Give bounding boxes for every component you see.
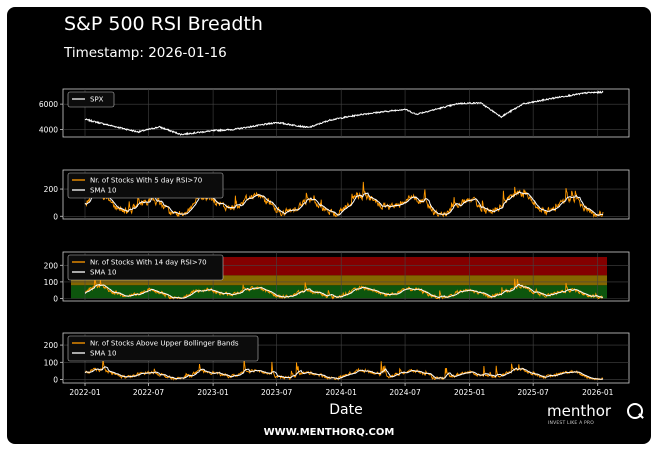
x-tick-label: 2025-01: [454, 388, 486, 397]
y-tick-label: 100: [44, 278, 59, 287]
legend-label: Nr. of Stocks With 14 day RSI>70: [90, 259, 207, 267]
x-tick-label: 2026-01: [582, 388, 614, 397]
x-tick-label: 2024-01: [326, 388, 358, 397]
legend: Nr. of Stocks With 14 day RSI>70 SMA 10: [67, 254, 224, 281]
legend-box: [67, 172, 224, 199]
x-axis-label: Date: [329, 402, 362, 418]
y-tick-label: 0: [53, 212, 58, 221]
series-line-0: [84, 90, 604, 136]
x-tick-label: 2022-01: [69, 388, 101, 397]
y-tick-label: 200: [44, 261, 59, 270]
zone-yellow: [71, 275, 607, 286]
legend: Nr. of Stocks With 5 day RSI>70 SMA 10: [67, 172, 224, 199]
logo-wordmark: menthor: [547, 402, 612, 420]
legend: Nr. of Stocks Above Upper Bollinger Band…: [67, 335, 259, 362]
legend: SPX: [67, 91, 115, 108]
legend-label: SMA 10: [90, 269, 116, 277]
x-tick-label: 2023-01: [197, 388, 229, 397]
panel-spx: 4000 6000 SPX: [39, 88, 630, 138]
series-line-1: [84, 366, 604, 380]
y-tick-label: 0: [53, 376, 58, 385]
panel-frame: [62, 332, 630, 384]
x-axis: 2022-01 2022-07 2023-01 2023-07 2024-01 2024-…: [69, 383, 614, 418]
x-tick-label: 2023-07: [261, 388, 293, 397]
legend-box: [67, 91, 115, 108]
series-line-0: [84, 278, 603, 300]
y-tick-label: 6000: [39, 100, 58, 109]
series-line-1: [85, 283, 604, 299]
series-line-1: [84, 191, 604, 216]
chart-title: S&P 500 RSI Breadth: [64, 13, 263, 35]
panel-frame: [62, 169, 630, 220]
legend-label: SMA 10: [90, 350, 116, 358]
y-tick-label: 0: [53, 295, 58, 304]
y-tick-label: 200: [44, 341, 59, 350]
chart-frame: S&P 500 RSI Breadth Timestamp: 2026-01-1…: [7, 7, 651, 444]
legend-box: [67, 335, 259, 362]
panel-frame: [62, 251, 630, 302]
menthorq-logo: menthor INVEST LIKE A PRO: [547, 402, 647, 430]
legend-label: SPX: [90, 96, 104, 104]
logo-q-icon: [627, 403, 643, 419]
logo-tagline: INVEST LIKE A PRO: [548, 421, 595, 426]
timestamp-label: Timestamp: 2026-01-16: [64, 45, 227, 61]
x-tick-label: 2022-07: [133, 388, 165, 397]
panel-rsi5: 0 200 Nr. of Stocks With 5 day RSI>70 SMA 1…: [44, 169, 630, 221]
x-tick-label: 2024-07: [389, 388, 421, 397]
panel-boll: 0 100 200 Nr. of Stocks Above Upper Bolling…: [44, 332, 630, 385]
panel-rsi14: 0 100 200 Nr. of Stocks With 14 day RSI>70 S…: [44, 251, 630, 304]
y-tick-label: 100: [44, 358, 59, 367]
footer-url: WWW.MENTHORQ.COM: [263, 427, 395, 438]
y-tick-label: 200: [44, 185, 59, 194]
legend-label: SMA 10: [90, 187, 116, 195]
legend-box: [67, 254, 224, 281]
legend-label: Nr. of Stocks Above Upper Bollinger Band…: [90, 340, 239, 348]
panel-frame: [62, 88, 630, 138]
x-tick-label: 2025-07: [517, 388, 549, 397]
legend-label: Nr. of Stocks With 5 day RSI>70: [90, 177, 202, 185]
series-line-0: [84, 356, 604, 381]
rsi-breadth-chart: 4000 6000 SPX 0 200 Nr. of Stocks With 5 day …: [39, 88, 630, 418]
zone-green: [71, 285, 607, 299]
y-tick-label: 4000: [39, 125, 58, 134]
